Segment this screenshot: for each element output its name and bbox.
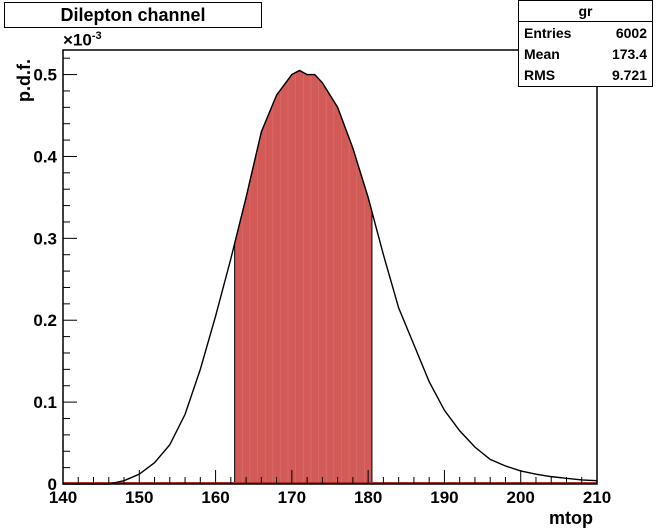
- y-tick-label: 0.4: [33, 147, 57, 166]
- x-tick-label: 210: [583, 488, 611, 507]
- x-tick-label: 190: [430, 488, 458, 507]
- plot-frame: [62, 49, 598, 485]
- stats-value: 9.721: [611, 67, 647, 83]
- exponent-power: -3: [91, 30, 102, 42]
- stats-box: gr Entries 6002 Mean 173.4 RMS 9.721: [518, 0, 653, 87]
- y-axis-exponent: ×10-3: [63, 30, 102, 51]
- stats-label: RMS: [524, 67, 556, 83]
- x-tick-label: 180: [354, 488, 382, 507]
- y-tick-label: 0: [48, 475, 57, 494]
- y-tick-label: 0.5: [33, 66, 57, 85]
- exponent-base: ×10: [63, 30, 92, 50]
- y-tick-label: 0.1: [33, 393, 57, 412]
- x-tick-label: 170: [278, 488, 306, 507]
- x-tick-label: 140: [49, 488, 77, 507]
- stats-value: 6002: [615, 25, 647, 41]
- x-axis-title: mtop: [549, 508, 593, 528]
- stats-row-rms: RMS 9.721: [519, 64, 652, 85]
- x-tick-label: 150: [125, 488, 153, 507]
- chart-title: Dilepton channel: [4, 2, 262, 28]
- stats-row-mean: Mean 173.4: [519, 43, 652, 64]
- y-tick-label: 0.2: [33, 311, 57, 330]
- stats-value: 173.4: [611, 46, 647, 62]
- stats-row-entries: Entries 6002: [519, 22, 652, 43]
- shaded-area-group: [234, 69, 373, 485]
- stats-label: Mean: [524, 46, 560, 62]
- tick-labels-group: 140 150 160 170 180 190 200 210 0 0.1 0.2 0.3 0.4 0.5: [33, 66, 611, 507]
- x-tick-label: 200: [507, 488, 535, 507]
- pdf-curve: [63, 69, 598, 485]
- x-tick-label: 160: [201, 488, 229, 507]
- stats-label: Entries: [524, 25, 572, 41]
- ticks-group: [62, 57, 598, 485]
- y-tick-label: 0.3: [33, 229, 57, 248]
- stats-name: gr: [519, 1, 652, 22]
- curve-group: [63, 69, 598, 485]
- y-axis-title: p.d.f.: [14, 59, 34, 102]
